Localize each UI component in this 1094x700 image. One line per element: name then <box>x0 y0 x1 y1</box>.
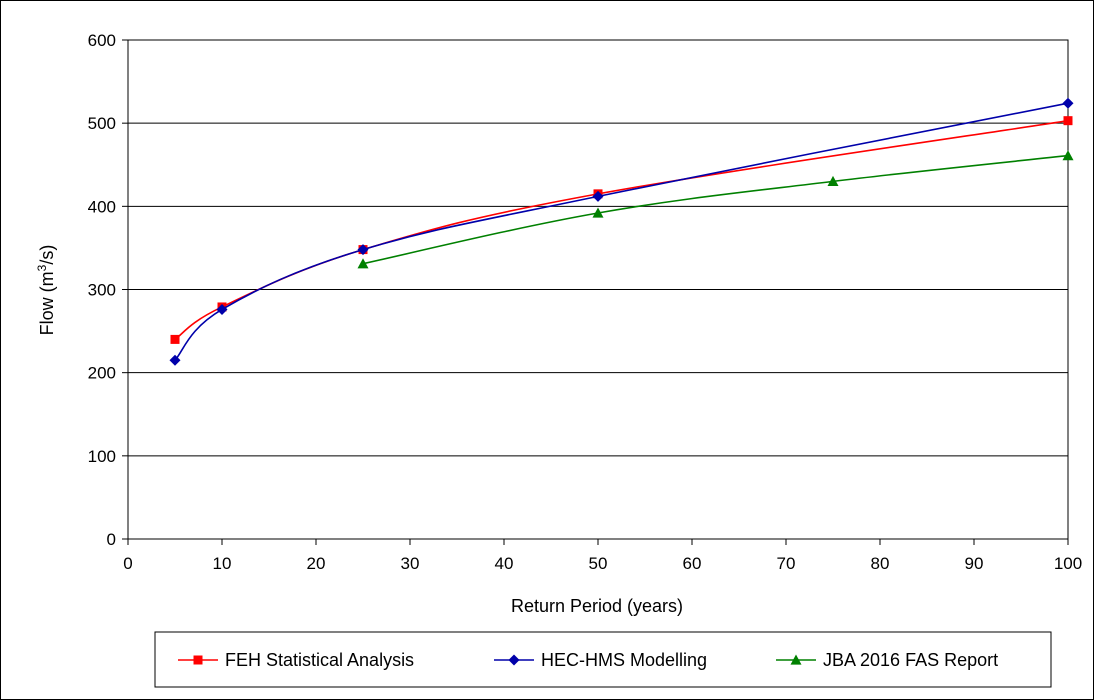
legend-marker <box>193 655 203 665</box>
x-tick-label: 40 <box>495 554 514 573</box>
y-tick-label: 500 <box>88 114 116 133</box>
y-tick-label: 400 <box>88 197 116 216</box>
legend-marker <box>790 654 802 665</box>
data-point <box>592 190 604 202</box>
grid-layer <box>128 39 1068 540</box>
legend-label: HEC-HMS Modelling <box>541 650 707 670</box>
series-line <box>362 154 1069 265</box>
y-tick-label: 600 <box>88 31 116 50</box>
legend-label: JBA 2016 FAS Report <box>823 650 998 670</box>
series-line <box>174 119 1069 341</box>
legend-box <box>154 631 1052 688</box>
data-point <box>357 244 369 256</box>
data-point <box>827 175 839 187</box>
data-point <box>1062 97 1074 109</box>
x-tick-label: 20 <box>307 554 326 573</box>
legend-item: FEH Statistical Analysis <box>178 650 414 670</box>
data-point <box>1062 150 1074 161</box>
series-layer <box>169 97 1074 366</box>
x-tick-label: 70 <box>777 554 796 573</box>
y-tick-label: 200 <box>88 364 116 383</box>
data-point <box>216 303 228 315</box>
series-1 <box>170 116 1073 344</box>
legend-item: JBA 2016 FAS Report <box>776 650 998 670</box>
y-axis-title: Flow (m3/s) <box>35 245 57 336</box>
y-tick-label: 300 <box>88 281 116 300</box>
series-line <box>174 102 1069 361</box>
legend-label: FEH Statistical Analysis <box>225 650 414 670</box>
x-tick-label: 30 <box>401 554 420 573</box>
y-axis-ticks: 0 100 200 300 400 500 600 <box>88 31 128 549</box>
data-point <box>357 258 369 269</box>
series-3 <box>357 150 1074 269</box>
legend-marker <box>508 654 520 666</box>
x-tick-label: 100 <box>1054 554 1082 573</box>
legend-item: HEC-HMS Modelling <box>494 650 707 670</box>
y-axis-title-sup: 3 <box>35 264 49 271</box>
x-tick-label: 0 <box>123 554 132 573</box>
series-2 <box>169 97 1074 366</box>
x-axis-title: Return Period (years) <box>511 596 683 616</box>
data-point <box>1063 116 1073 126</box>
y-tick-label: 100 <box>88 447 116 466</box>
x-tick-label: 10 <box>213 554 232 573</box>
data-point <box>169 354 181 366</box>
data-point <box>170 334 180 344</box>
y-tick-label: 0 <box>107 530 116 549</box>
y-axis-title-end: /s) <box>37 245 57 265</box>
x-tick-label: 60 <box>683 554 702 573</box>
x-axis-ticks: 0 10 20 30 40 50 60 70 80 90 100 <box>123 539 1082 573</box>
data-point <box>592 207 604 218</box>
x-tick-label: 50 <box>589 554 608 573</box>
y-axis-title-main: Flow (m <box>37 271 57 335</box>
x-tick-label: 90 <box>965 554 984 573</box>
x-tick-label: 80 <box>871 554 890 573</box>
legend: FEH Statistical Analysis HEC-HMS Modellin… <box>178 650 998 670</box>
